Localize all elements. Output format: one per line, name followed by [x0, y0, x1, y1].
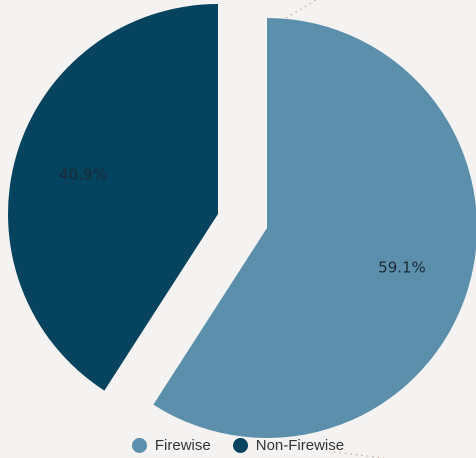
slice-label-non-firewise: 40.9%	[59, 165, 107, 183]
pie-slice-firewise[interactable]	[153, 18, 476, 438]
legend-item-non-firewise[interactable]: Non-Firewise	[232, 437, 345, 454]
slice-label-firewise: 59.1%	[378, 259, 426, 277]
legend-item-firewise[interactable]: Firewise	[131, 437, 211, 454]
pie-slice-non-firewise[interactable]	[7, 4, 219, 391]
legend-label-firewise: Firewise	[154, 437, 211, 454]
legend-label-non-firewise: Non-Firewise	[255, 437, 345, 454]
dotted-leader-line-top	[285, 0, 317, 19]
legend: Firewise Non-Firewise	[0, 437, 476, 454]
legend-swatch-firewise	[131, 438, 147, 453]
legend-swatch-non-firewise	[232, 438, 248, 453]
